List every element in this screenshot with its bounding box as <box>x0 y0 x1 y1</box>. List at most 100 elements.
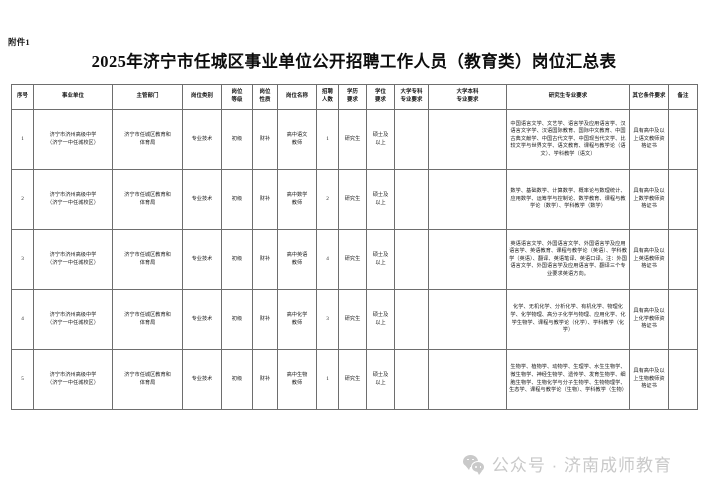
cell-unit: 济宁市济州高级中学 （济宁一中任城校区） <box>33 109 113 170</box>
cell-department-l2: 体育局 <box>139 139 156 146</box>
table-row: 5 济宁市济州高级中学 （济宁一中任城校区） 济宁市任城区教育和 体育局 专业技… <box>11 349 698 410</box>
cell-headcount: 1 <box>316 109 339 170</box>
cell-post-name-l1: 高中语文 <box>286 131 308 138</box>
cell-headcount: 2 <box>316 169 339 230</box>
cell-unit-l2: （济宁一中任城校区） <box>47 319 99 326</box>
cell-unit-l2: （济宁一中任城校区） <box>47 379 99 386</box>
cell-seq: 4 <box>11 289 34 350</box>
cell-degree-l2: 以上 <box>375 319 386 326</box>
cell-degree-l1: 硕士及 <box>372 191 389 198</box>
cell-college-major <box>394 169 429 230</box>
cell-seq: 1 <box>11 109 34 170</box>
col-header-bachelor-major: 大学本科 专业要求 <box>428 84 507 110</box>
cell-post-level: 初级 <box>221 109 253 170</box>
cell-other-requirements: 具有高中及以上数学教师资格证书 <box>629 169 669 230</box>
cell-graduate-major: 中国语言文学、文艺学、语言学及应用语言学、汉语言文字学、汉语国际教育、国际中文教… <box>506 109 630 170</box>
cell-unit-l1: 济宁市济州高级中学 <box>49 311 97 318</box>
cell-post-name-l2: 教师 <box>291 319 303 326</box>
col-header-post-level-l1: 岗位 <box>231 89 243 96</box>
cell-unit: 济宁市济州高级中学 （济宁一中任城校区） <box>33 349 113 410</box>
cell-remarks <box>668 109 698 170</box>
position-summary-table: 序号 事业单位 主管部门 岗位类别 岗位 等级 岗位 性质 岗位名称 招聘 <box>11 84 698 410</box>
cell-department-l1: 济宁市任城区教育和 <box>124 131 171 138</box>
cell-post-nature: 财补 <box>252 349 278 410</box>
cell-department-l2: 体育局 <box>139 259 156 266</box>
col-header-post-nature: 岗位 性质 <box>252 84 278 110</box>
cell-department: 济宁市任城区教育和 体育局 <box>112 109 183 170</box>
cell-degree: 硕士及 以上 <box>366 349 395 410</box>
cell-seq: 5 <box>11 349 34 410</box>
col-header-education: 学历 要求 <box>338 84 367 110</box>
cell-post-category: 专业技术 <box>182 169 222 230</box>
col-header-remarks: 备注 <box>668 84 698 110</box>
col-header-headcount-l2: 人数 <box>322 97 333 103</box>
cell-bachelor-major <box>428 349 507 410</box>
cell-unit-l2: （济宁一中任城校区） <box>47 199 99 206</box>
cell-post-level: 初级 <box>221 229 253 290</box>
cell-department-l1: 济宁市任城区教育和 <box>124 251 171 258</box>
cell-post-nature: 财补 <box>252 169 278 230</box>
cell-remarks <box>668 229 698 290</box>
cell-degree-l2: 以上 <box>375 259 386 266</box>
position-summary-table-wrapper: 序号 事业单位 主管部门 岗位类别 岗位 等级 岗位 性质 岗位名称 招聘 <box>11 84 698 410</box>
cell-graduate-major: 化学、无机化学、分析化学、有机化学、物理化学、化学物理、高分子化学与物理、应用化… <box>506 289 630 350</box>
cell-post-level: 初级 <box>221 349 253 410</box>
col-header-headcount: 招聘 人数 <box>316 84 339 110</box>
cell-college-major <box>394 229 429 290</box>
cell-post-nature: 财补 <box>252 289 278 350</box>
cell-post-nature: 财补 <box>252 229 278 290</box>
col-header-seq: 序号 <box>11 84 34 110</box>
cell-department: 济宁市任城区教育和 体育局 <box>112 229 183 290</box>
col-header-education-l2: 要求 <box>347 97 358 103</box>
cell-seq: 3 <box>11 229 34 290</box>
table-row: 1 济宁市济州高级中学 （济宁一中任城校区） 济宁市任城区教育和 体育局 专业技… <box>11 109 698 170</box>
cell-education: 研究生 <box>338 109 367 170</box>
col-header-unit: 事业单位 <box>33 84 113 110</box>
cell-degree: 硕士及 以上 <box>366 229 395 290</box>
col-header-graduate-major: 研究生专业要求 <box>506 84 630 110</box>
cell-seq: 2 <box>11 169 34 230</box>
col-header-bachelor-major-l1: 大学本科 <box>456 89 479 96</box>
cell-college-major <box>394 289 429 350</box>
col-header-headcount-l1: 招聘 <box>322 89 333 96</box>
cell-remarks <box>668 349 698 410</box>
cell-unit: 济宁市济州高级中学 （济宁一中任城校区） <box>33 169 113 230</box>
col-header-other-requirements: 其它条件要求 <box>629 84 669 110</box>
table-body: 1 济宁市济州高级中学 （济宁一中任城校区） 济宁市任城区教育和 体育局 专业技… <box>11 109 698 410</box>
attachment-label: 附件1 <box>8 37 30 47</box>
col-header-college-major-l1: 大学专科 <box>400 89 423 96</box>
cell-post-category: 专业技术 <box>182 229 222 290</box>
cell-education: 研究生 <box>338 289 367 350</box>
cell-department-l2: 体育局 <box>139 199 156 206</box>
cell-graduate-major: 英语语言文学、外国语言文学、外国语言学及应用语言学、英语教育、课程与教学论（英语… <box>506 229 630 290</box>
table-row: 4 济宁市济州高级中学 （济宁一中任城校区） 济宁市任城区教育和 体育局 专业技… <box>11 289 698 350</box>
col-header-college-major: 大学专科 专业要求 <box>394 84 429 110</box>
cell-post-name-l2: 教师 <box>291 199 303 206</box>
table-row: 3 济宁市济州高级中学 （济宁一中任城校区） 济宁市任城区教育和 体育局 专业技… <box>11 229 698 290</box>
col-header-college-major-l2: 专业要求 <box>400 97 423 103</box>
cell-post-category: 专业技术 <box>182 289 222 350</box>
cell-post-name: 高中化学 教师 <box>277 289 317 350</box>
cell-unit-l1: 济宁市济州高级中学 <box>49 371 97 378</box>
cell-unit: 济宁市济州高级中学 （济宁一中任城校区） <box>33 289 113 350</box>
cell-headcount: 1 <box>316 349 339 410</box>
cell-degree-l1: 硕士及 <box>372 311 389 318</box>
watermark: 公众号 · 济南成师教育 <box>462 451 672 476</box>
cell-post-name-l1: 高中数学 <box>286 191 308 198</box>
col-header-post-category: 岗位类别 <box>182 84 222 110</box>
cell-department: 济宁市任城区教育和 体育局 <box>112 349 183 410</box>
wechat-icon <box>462 454 485 475</box>
cell-post-name-l1: 高中英语 <box>286 251 308 258</box>
cell-degree-l1: 硕士及 <box>372 371 389 378</box>
col-header-education-l1: 学历 <box>347 89 358 96</box>
col-header-post-level: 岗位 等级 <box>221 84 253 110</box>
cell-department: 济宁市任城区教育和 体育局 <box>112 289 183 350</box>
cell-other-requirements: 具有高中及以上英语教师资格证书 <box>629 229 669 290</box>
col-header-post-name: 岗位名称 <box>277 84 317 110</box>
cell-bachelor-major <box>428 229 507 290</box>
cell-degree-l2: 以上 <box>375 139 386 146</box>
cell-graduate-major: 数学、基础数学、计算数学、概率论与数理统计、应用数学、运筹学与控制论、数学教育、… <box>506 169 630 230</box>
cell-remarks <box>668 169 698 230</box>
cell-post-level: 初级 <box>221 289 253 350</box>
